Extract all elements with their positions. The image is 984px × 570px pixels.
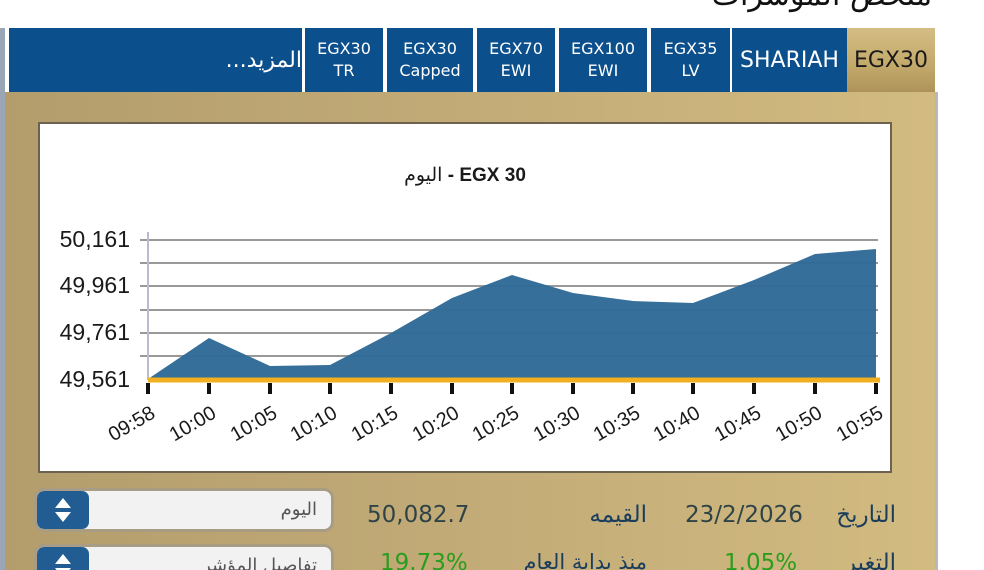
area-chart bbox=[140, 232, 880, 394]
tab-label-line1: EGX70 bbox=[489, 39, 543, 58]
tab-shariah[interactable]: SHARIAH bbox=[732, 28, 847, 92]
tab-label-line2: LV bbox=[681, 61, 700, 80]
panel-border bbox=[935, 92, 938, 570]
ytd-label: منذ بداية العام bbox=[523, 550, 647, 570]
tab-label-line2: Capped bbox=[399, 61, 461, 80]
tab-egx30[interactable]: EGX30 bbox=[847, 28, 935, 92]
tab-egx35-lv[interactable]: EGX35 LV bbox=[651, 28, 730, 92]
change-label: التغير bbox=[844, 550, 896, 570]
index-value: 50,082.7 bbox=[367, 502, 470, 528]
date-label: التاريخ bbox=[836, 502, 896, 528]
tab-label-line2: EWI bbox=[587, 61, 619, 80]
y-tick-label: 49,961 bbox=[59, 272, 130, 298]
tab-egx70-ewi[interactable]: EGX70 EWI bbox=[477, 28, 555, 92]
arrow-up-icon bbox=[55, 498, 71, 508]
y-tick-label: 49,761 bbox=[59, 319, 130, 345]
value-label: القيمه bbox=[589, 502, 647, 528]
tab-label-line1: EGX100 bbox=[570, 39, 635, 58]
tab-label-line2: TR bbox=[333, 61, 355, 80]
chart-container: اليوم - EGX 30 bbox=[38, 122, 892, 473]
details-select-value: تفاصيل المؤشر bbox=[202, 555, 317, 570]
ytd-value: 19.73% bbox=[380, 550, 468, 570]
tab-label-line1: EGX35 bbox=[663, 39, 718, 58]
tab-label: SHARIAH bbox=[740, 47, 839, 73]
left-edge-strip bbox=[0, 28, 5, 570]
period-select-value: اليوم bbox=[280, 499, 317, 520]
tab-more[interactable]: المزيد... bbox=[9, 28, 302, 92]
page-title: ملخص المؤشرات bbox=[712, 0, 932, 13]
tab-label-line1: EGX30 bbox=[317, 39, 371, 58]
chart-title-period: اليوم bbox=[404, 165, 443, 186]
y-tick-label: 49,561 bbox=[59, 366, 130, 392]
x-axis-ticks bbox=[146, 383, 878, 394]
tab-egx30-capped[interactable]: EGX30 Capped bbox=[387, 28, 473, 92]
chart-title-index: EGX 30 bbox=[459, 165, 526, 186]
y-tick-label: 50,161 bbox=[59, 226, 130, 252]
select-arrows[interactable] bbox=[37, 547, 89, 570]
tab-label: EGX30 bbox=[853, 47, 928, 73]
change-value: 1.05% bbox=[724, 550, 798, 570]
date-value: 23/2/2026 bbox=[685, 502, 803, 528]
tab-label: المزيد... bbox=[225, 47, 302, 73]
arrow-up-icon bbox=[55, 554, 71, 564]
arrow-down-icon bbox=[55, 512, 71, 522]
tab-egx100-ewi[interactable]: EGX100 EWI bbox=[559, 28, 647, 92]
tab-label-line2: EWI bbox=[500, 61, 532, 80]
tab-label-line1: EGX30 bbox=[403, 39, 457, 58]
details-select[interactable]: تفاصيل المؤشر bbox=[34, 544, 334, 570]
area-series-egx30 bbox=[148, 249, 876, 380]
tab-egx30-tr[interactable]: EGX30 TR bbox=[305, 28, 383, 92]
chart-title: اليوم - EGX 30 bbox=[40, 164, 890, 187]
arrow-down-icon bbox=[55, 568, 71, 570]
period-select[interactable]: اليوم bbox=[34, 488, 334, 532]
select-arrows[interactable] bbox=[37, 491, 89, 529]
index-tabs: EGX30 SHARIAH EGX35 LV EGX100 EWI EGX70 EWI… bbox=[5, 28, 935, 92]
chart-title-sep: - bbox=[442, 165, 460, 186]
